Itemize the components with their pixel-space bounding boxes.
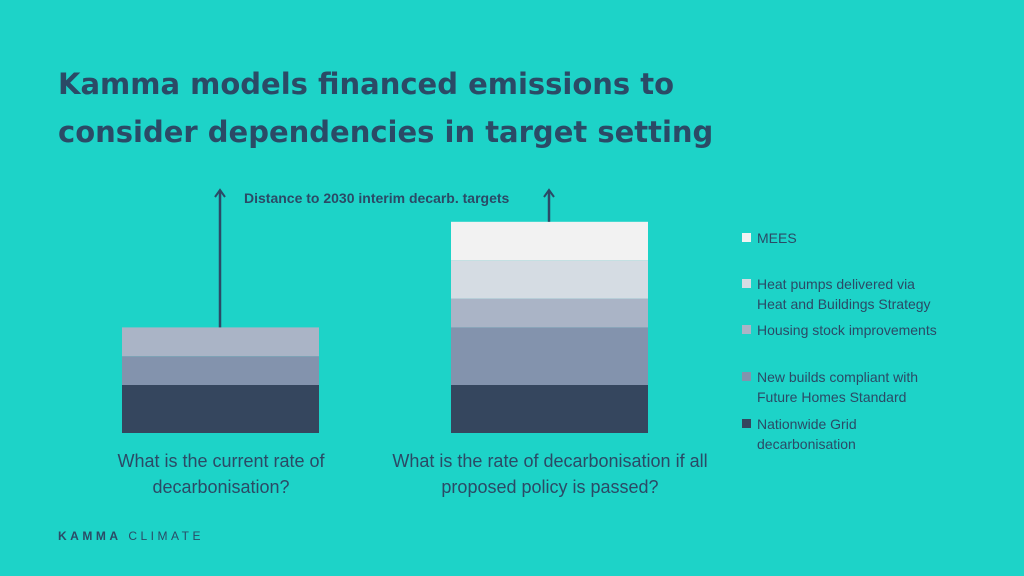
arrow-head-1 [543, 188, 555, 198]
slide-title: Kamma models financed emissions to consi… [58, 67, 714, 149]
legend-label: Housing stock improvements [757, 322, 937, 338]
target-arrows [214, 188, 555, 328]
bar-segment-1-1 [451, 327, 648, 385]
legend-item-2: Housing stock improvements [742, 320, 1002, 340]
legend-label: MEES [757, 230, 797, 246]
brand-light: CLIMATE [128, 529, 204, 543]
bar-segment-1-0 [451, 385, 648, 433]
legend-label: Heat pumps delivered via Heat and Buildi… [757, 276, 931, 312]
target-annotation: Distance to 2030 interim decarb. targets [244, 190, 510, 206]
bar-segment-1-2 [451, 298, 648, 328]
bar-segment-1-3 [451, 260, 648, 299]
bar-segment-1-4 [451, 221, 648, 261]
bar-segment-0-0 [122, 385, 319, 433]
legend-swatch [742, 233, 751, 242]
legend-item-0: MEES [742, 228, 1002, 248]
legend-item-3: New builds compliant with Future Homes S… [742, 367, 1002, 407]
legend-label: New builds compliant with Future Homes S… [757, 369, 919, 405]
arrow-head-0 [214, 188, 226, 198]
legend-swatch [742, 279, 751, 288]
legend-swatch [742, 419, 751, 428]
legend-swatch [742, 325, 751, 334]
category-label-1: What is the rate of decarbonisation if a… [392, 451, 708, 497]
bar-segment-0-1 [122, 356, 319, 385]
bars-group [122, 221, 648, 433]
legend-label: Nationwide Grid decarbonisation [757, 416, 857, 452]
brand-wordmark: KAMMA CLIMATE [58, 529, 204, 543]
category-label-0: What is the current rate of decarbonisat… [117, 451, 325, 497]
legend-swatch [742, 372, 751, 381]
bar-segment-0-2 [122, 327, 319, 357]
brand-strong: KAMMA [58, 529, 122, 543]
legend-item-4: Nationwide Grid decarbonisation [742, 414, 1002, 454]
legend-item-1: Heat pumps delivered via Heat and Buildi… [742, 274, 1002, 314]
